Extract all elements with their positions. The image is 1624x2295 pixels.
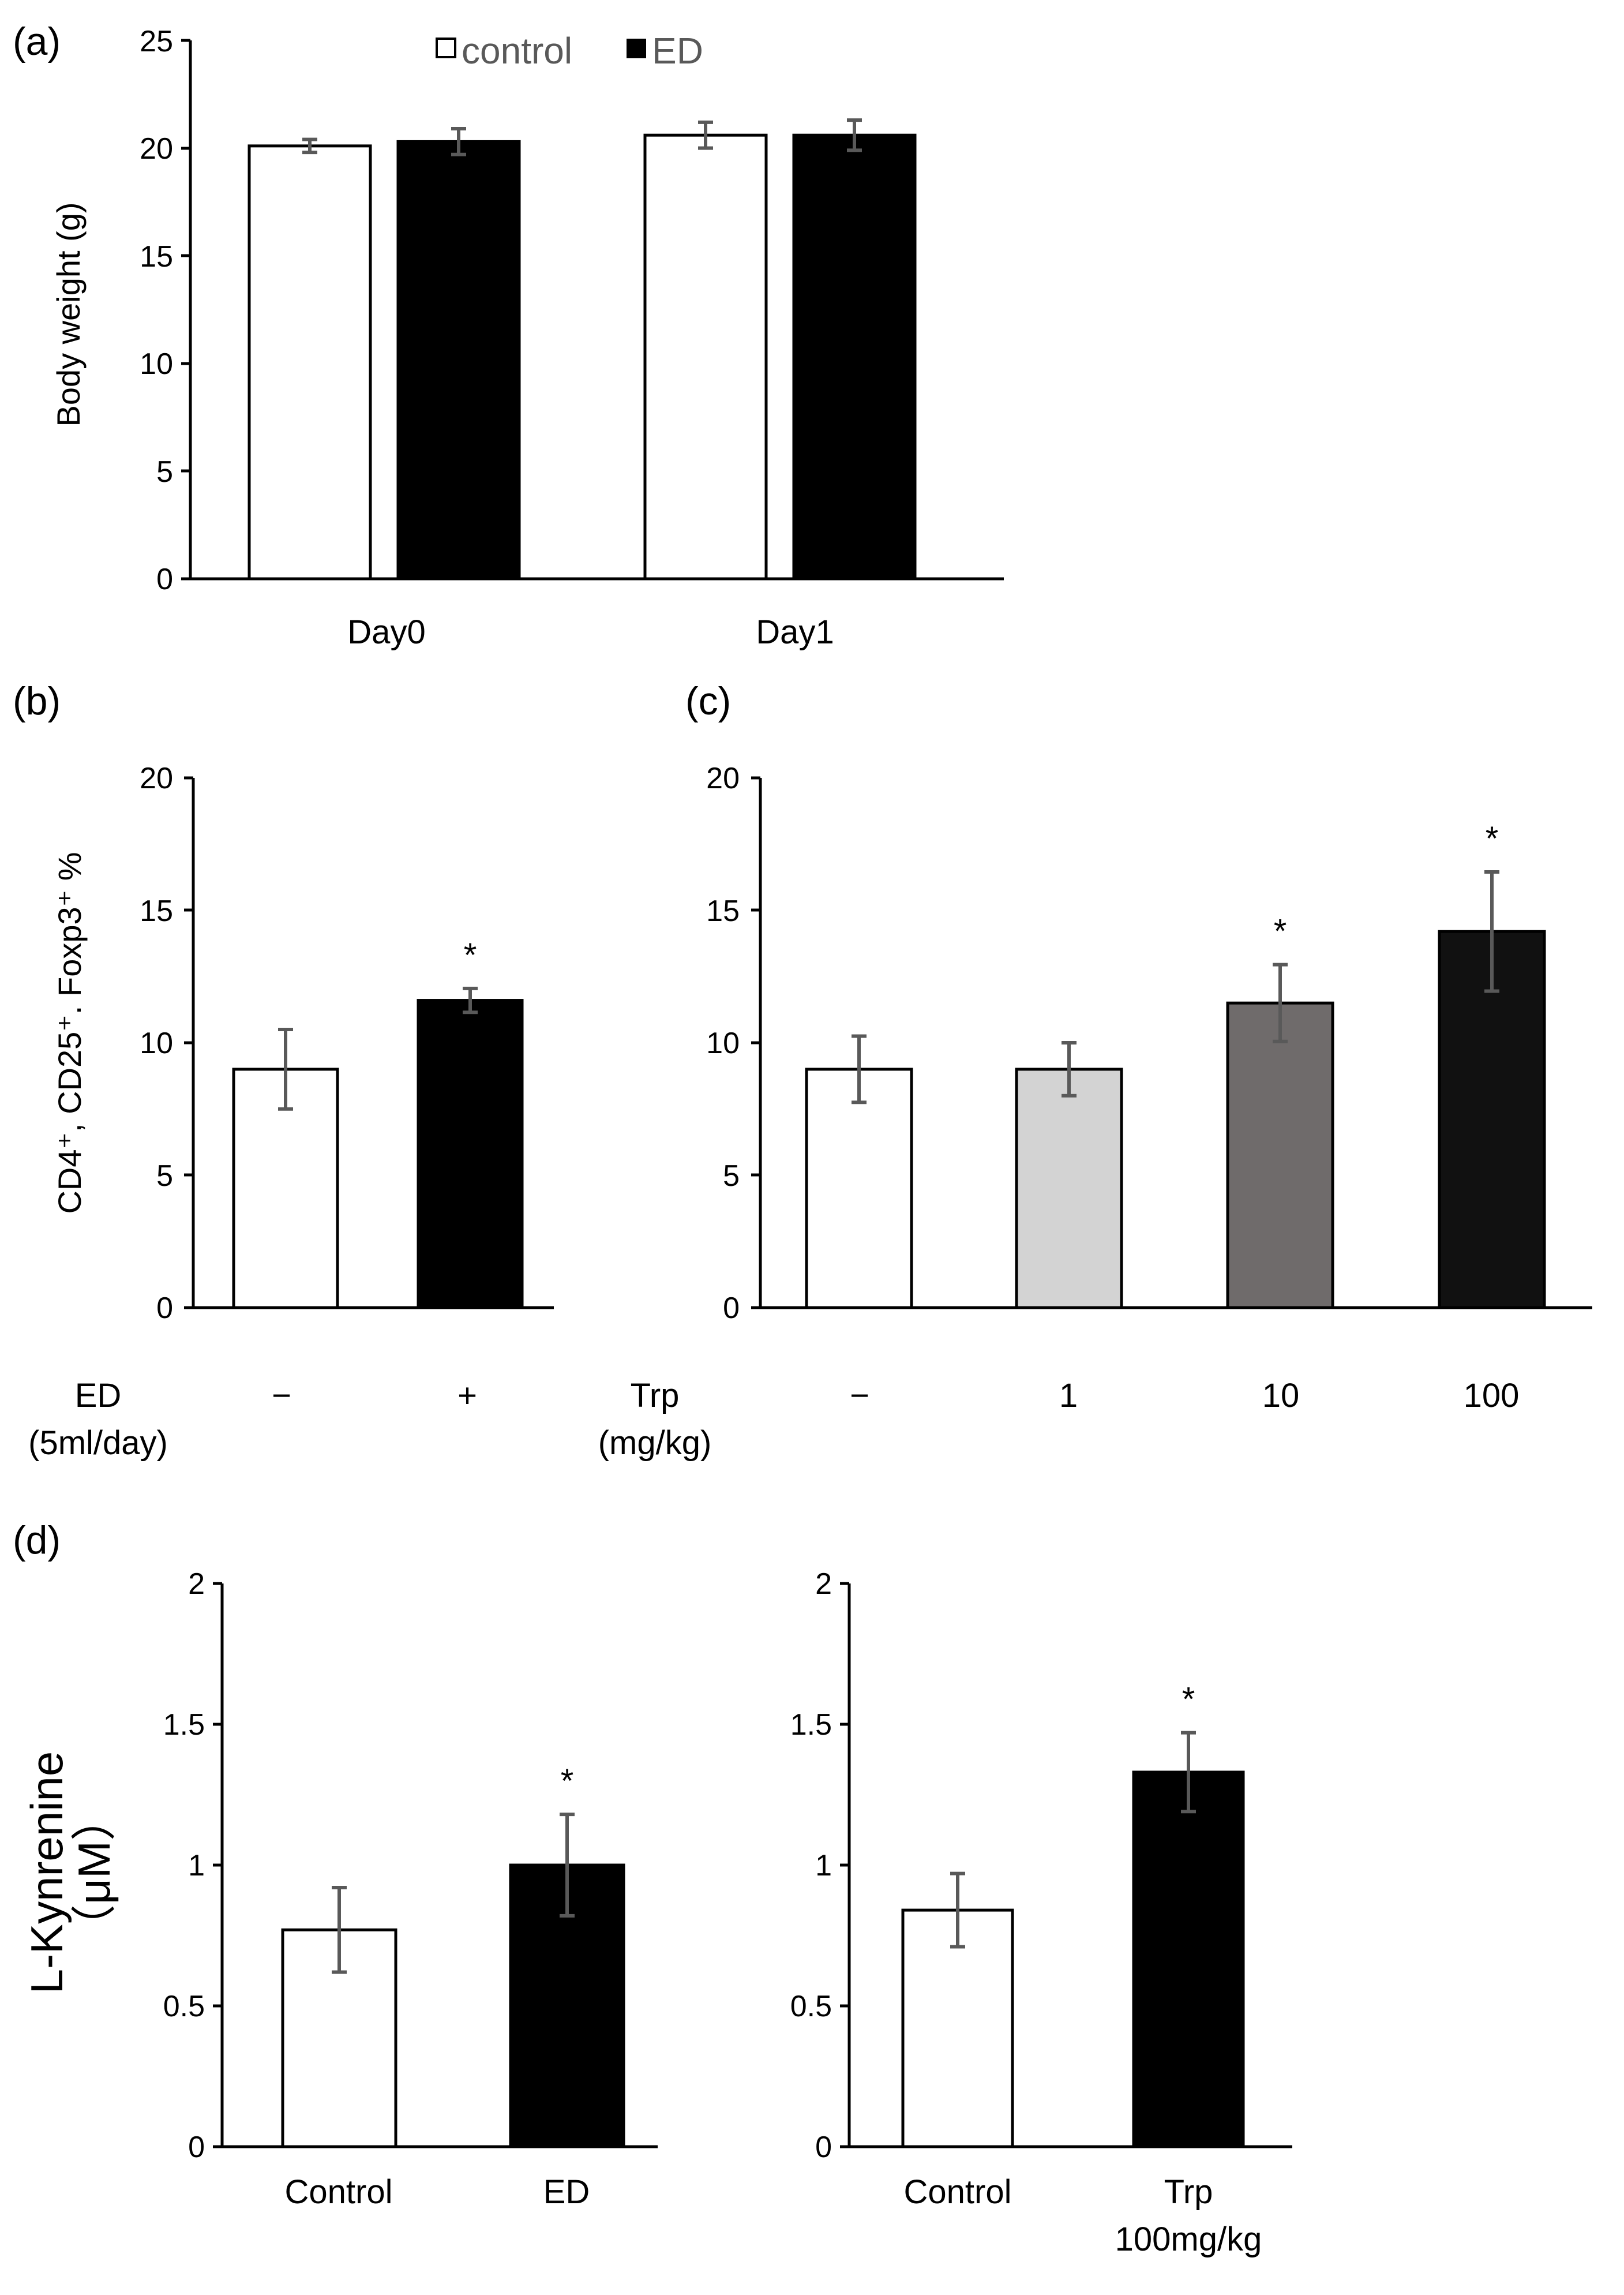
- panel-c-bar: [805, 1068, 913, 1309]
- panel-b-xcat: +: [457, 1377, 477, 1414]
- panel-d-left-xcat: ED: [543, 2173, 590, 2211]
- panel-b-ytick: 10: [140, 1027, 173, 1060]
- panel-d-right-xcat: Control: [904, 2173, 1012, 2211]
- panel-a-axis-ticks: [181, 39, 190, 581]
- panel-d-right-ytick: 1.5: [790, 1708, 832, 1742]
- panel-c-ytick: 5: [723, 1159, 740, 1193]
- panel-c-ytick: 0: [723, 1291, 740, 1325]
- panel-a-bars: [247, 118, 917, 581]
- panel-c-xcat: 1: [1059, 1377, 1078, 1414]
- panel-b-significance-marker: *: [464, 937, 477, 974]
- panel-c-bar: [1226, 1001, 1334, 1309]
- panel-a-ytick: 20: [140, 132, 173, 166]
- legend-ed-label: ED: [652, 30, 703, 72]
- panel-c-xcat: 100: [1464, 1377, 1520, 1414]
- legend-control-label: control: [462, 30, 572, 72]
- panel-a-ytick: 0: [156, 563, 173, 596]
- panel-d-right-ytick: 0: [815, 2131, 832, 2164]
- panel-d-right-bar: [901, 1908, 1014, 2148]
- panel-b-ytick: 0: [156, 1291, 173, 1325]
- panel-d-left-xcat: Control: [285, 2173, 393, 2211]
- panel-d-right-xcat: Trp: [1164, 2173, 1213, 2211]
- panel-c: (c) 0 5 10 15 20 ** Trp (mg/kg) − 1 10 1…: [598, 679, 1592, 1462]
- panel-d-right-yticks: 0 0.5 1 1.5 2: [790, 1567, 832, 2164]
- panel-b: (b) CD4⁺, CD25⁺. Foxp3⁺ % 0 5 10 15 20 *…: [13, 679, 554, 1462]
- panel-a-ytick: 25: [140, 25, 173, 58]
- panel-d-left-ytick: 1: [188, 1849, 205, 1882]
- panel-a-ytick: 10: [140, 347, 173, 381]
- panel-a-ED-bar: [792, 133, 917, 581]
- panel-c-label: (c): [685, 679, 731, 723]
- panel-c-bars: **: [805, 820, 1546, 1309]
- panel-d-right-bars: *: [901, 1681, 1245, 2148]
- panel-d-label: (d): [13, 1518, 61, 1562]
- panel-a-control-bar: [643, 133, 768, 581]
- panel-c-ytick: 15: [706, 894, 740, 928]
- panel-c-ytick: 20: [706, 762, 740, 795]
- panel-c-xcat: −: [850, 1377, 869, 1414]
- panel-d-left-ytick: 0.5: [163, 1990, 205, 2023]
- panel-b-yticks: 0 5 10 15 20: [140, 762, 173, 1325]
- panel-d-right-significance-marker: *: [1182, 1681, 1195, 1719]
- panel-b-xcat: −: [272, 1377, 291, 1414]
- panel-d-right-xcat-2: 100mg/kg: [1115, 2221, 1262, 2258]
- panel-d-left-ytick: 2: [188, 1567, 205, 1601]
- panel-b-axis-ticks: [184, 776, 193, 1309]
- panel-a-label: (a): [13, 20, 61, 63]
- panel-b-condition-label: ED: [75, 1377, 122, 1414]
- panel-d-right-bar: [1132, 1770, 1245, 2148]
- panel-b-condition-unit: (5ml/day): [28, 1424, 168, 1462]
- panel-d-right: 0 0.5 1 1.5 2 * Control Trp 100mg/kg: [790, 1567, 1292, 2258]
- panel-d-right-axis-ticks: [840, 1582, 849, 2148]
- panel-a-yticks: 0 5 10 15 20 25: [140, 25, 173, 596]
- legend-ed-swatch: [627, 39, 646, 58]
- panel-a: (a) Body weight (g) control ED 0 5 10 15…: [13, 20, 1004, 651]
- panel-a-ytick: 5: [156, 455, 173, 489]
- panel-d-right-ytick: 1: [815, 1849, 832, 1882]
- panel-a-ylabel: Body weight (g): [50, 202, 87, 426]
- panel-d-left: (d) L-Kynrenine （μM） 0 0.5 1 1.5 2 * Con…: [13, 1518, 658, 2211]
- panel-b-bar: [417, 999, 524, 1309]
- panel-c-yticks: 0 5 10 15 20: [706, 762, 740, 1325]
- panel-c-bar: [1438, 930, 1546, 1309]
- panel-a-ED-bar: [396, 140, 521, 581]
- panel-d-left-bars: *: [281, 1762, 625, 2148]
- panel-b-label: (b): [13, 679, 61, 723]
- panel-d-ylabel: L-Kynrenine: [21, 1751, 72, 1994]
- panel-b-ylabel: CD4⁺, CD25⁺. Foxp3⁺ %: [51, 852, 88, 1214]
- panel-c-axis-ticks: [751, 776, 760, 1309]
- panel-d-left-significance-marker: *: [561, 1762, 574, 1800]
- panel-c-xcat: 10: [1262, 1377, 1300, 1414]
- panel-d-right-ytick: 2: [815, 1567, 832, 1601]
- panel-d-left-ytick: 1.5: [163, 1708, 205, 1742]
- panel-c-bar: [1015, 1068, 1123, 1309]
- panel-b-bars: *: [232, 937, 524, 1309]
- panel-a-ytick: 15: [140, 240, 173, 274]
- panel-c-significance-marker: *: [1274, 913, 1287, 950]
- panel-c-significance-marker: *: [1486, 820, 1499, 858]
- panel-a-xcat: Day0: [347, 613, 425, 651]
- panel-c-ytick: 10: [706, 1027, 740, 1060]
- panel-b-ytick: 15: [140, 894, 173, 928]
- panel-d-right-ytick: 0.5: [790, 1990, 832, 2023]
- panel-d-left-ytick: 0: [188, 2131, 205, 2164]
- panel-b-ytick: 20: [140, 762, 173, 795]
- panel-c-condition-label: Trp: [631, 1377, 680, 1414]
- panel-a-xcat: Day1: [756, 613, 834, 651]
- panel-a-control-bar: [247, 144, 372, 581]
- panel-b-ytick: 5: [156, 1159, 173, 1193]
- panel-a-legend: control ED: [436, 30, 703, 72]
- panel-d-yunit: （μM）: [69, 1796, 119, 1949]
- legend-control-swatch: [436, 38, 456, 58]
- panel-d-left-axis-ticks: [213, 1582, 222, 2148]
- panel-d-left-yticks: 0 0.5 1 1.5 2: [163, 1567, 205, 2164]
- panel-c-condition-unit: (mg/kg): [598, 1424, 712, 1462]
